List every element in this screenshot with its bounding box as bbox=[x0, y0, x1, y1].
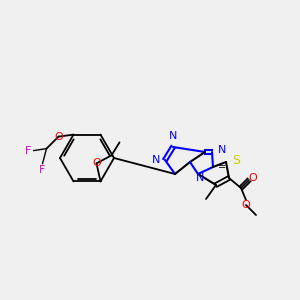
Text: N: N bbox=[196, 173, 204, 183]
Text: O: O bbox=[249, 173, 257, 183]
Text: N: N bbox=[218, 145, 226, 155]
Text: N: N bbox=[169, 131, 177, 141]
Text: =: = bbox=[218, 162, 226, 172]
Text: F: F bbox=[25, 146, 32, 156]
Text: O: O bbox=[54, 132, 63, 142]
Text: S: S bbox=[232, 154, 240, 166]
Text: O: O bbox=[242, 200, 250, 210]
Text: F: F bbox=[39, 165, 46, 175]
Text: O: O bbox=[92, 158, 101, 168]
Text: N: N bbox=[152, 155, 160, 165]
